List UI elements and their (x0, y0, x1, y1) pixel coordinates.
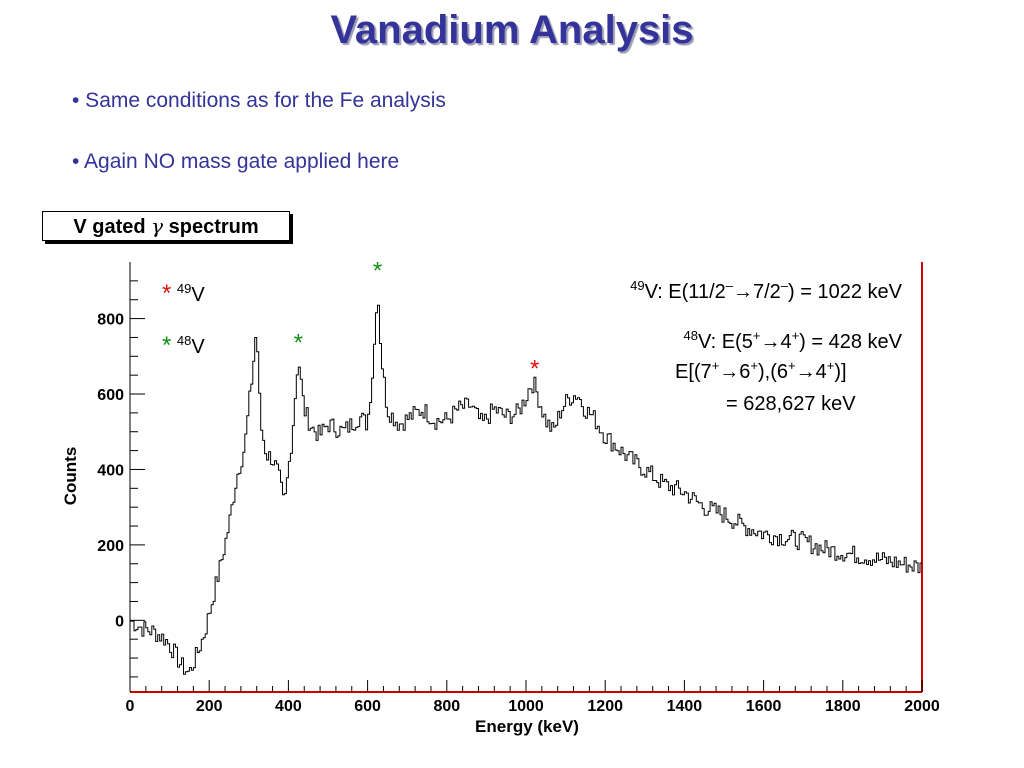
x-tick-label: 800 (433, 698, 460, 715)
annotation-v48-text: V: E(5 (698, 331, 753, 353)
y-tick-label: 600 (97, 387, 124, 404)
annotation-v48-line2-b: →6 (719, 361, 751, 383)
y-axis-label: Counts (61, 447, 80, 506)
legend-v49-element: V (191, 284, 205, 306)
annotation-v48-mass: 48 (683, 328, 698, 343)
gamma-symbol: γ (151, 214, 164, 238)
legend-v49: * 49V (162, 280, 205, 308)
x-tick-label: 200 (196, 698, 223, 715)
peak-marker: * (373, 258, 382, 285)
annotation-v48-line2-e: )] (834, 361, 847, 383)
annotation-v48-mid: →4 (760, 331, 792, 353)
annotation-v48-end: ) = 428 keV (799, 331, 902, 353)
annotation-v48-sup2: + (791, 328, 800, 343)
annotation-v48-sup1: + (752, 328, 761, 343)
annotation-v49-end: ) = 1022 keV (788, 281, 902, 303)
slide-title: Vanadium Analysis (330, 8, 694, 52)
peak-marker: * (530, 356, 539, 383)
annotation-v49-mass: 49 (630, 278, 645, 293)
x-tick-label: 2000 (904, 698, 940, 715)
annotation-v49-text: V: E(11/2 (644, 281, 726, 303)
y-tick-label: 200 (97, 538, 124, 555)
x-tick-label: 1200 (587, 698, 623, 715)
annotation-v48-line2-c: ),(6 (758, 361, 788, 383)
peak-marker: * (294, 329, 303, 356)
legend-v48-mass: 48 (176, 333, 192, 348)
x-tick-label: 0 (126, 698, 135, 715)
legend-v49-mass: 49 (176, 281, 192, 296)
annotation-plus-2: + (750, 358, 758, 373)
x-tick-label: 1800 (825, 698, 861, 715)
annotation-v49-sup1: – (725, 278, 733, 293)
annotation-plus-4: + (826, 358, 835, 373)
y-tick-label: 400 (97, 462, 124, 479)
legend-v48-element: V (191, 336, 205, 358)
annotation-plus-3: + (788, 358, 796, 373)
annotation-v48-line2-a: E[(7 (675, 361, 712, 383)
histogram-title: V gated γ spectrum (42, 211, 290, 241)
histogram-title-prefix: V gated (73, 216, 152, 238)
annotation-v48-line2-d: →4 (795, 361, 827, 383)
x-tick-label: 600 (354, 698, 381, 715)
annotation-v48-line2: E[(7+→6+),(6+→4+)] (675, 358, 847, 384)
legend-v49-star: * (162, 280, 172, 307)
annotation-v48-line1: 48V: E(5+→4+) = 428 keV (683, 328, 902, 354)
y-tick-label: 0 (115, 613, 124, 630)
histogram-title-suffix: spectrum (163, 216, 259, 238)
x-tick-label: 1400 (667, 698, 703, 715)
legend-v48-star: * (162, 332, 172, 359)
x-tick-label: 1000 (508, 698, 544, 715)
bullet-no-mass-gate: • Again NO mass gate applied here (72, 150, 400, 173)
annotation-plus-1: + (711, 358, 720, 373)
y-tick-label: 800 (97, 312, 124, 329)
annotation-v49-sup2: – (780, 278, 789, 293)
x-tick-label: 1600 (746, 698, 782, 715)
annotation-v49: 49V: E(11/2–→7/2–) = 1022 keV (630, 278, 902, 304)
x-axis-label: Energy (keV) (475, 717, 579, 736)
bullet-same-conditions: • Same conditions as for the Fe analysis (72, 89, 446, 112)
spectrum-line (130, 304, 922, 675)
legend-v48: * 48V (162, 332, 205, 360)
x-tick-label: 400 (275, 698, 302, 715)
annotation-v48-line3: = 628,627 keV (726, 393, 856, 415)
annotation-v49-mid: →7/2 (732, 281, 781, 303)
